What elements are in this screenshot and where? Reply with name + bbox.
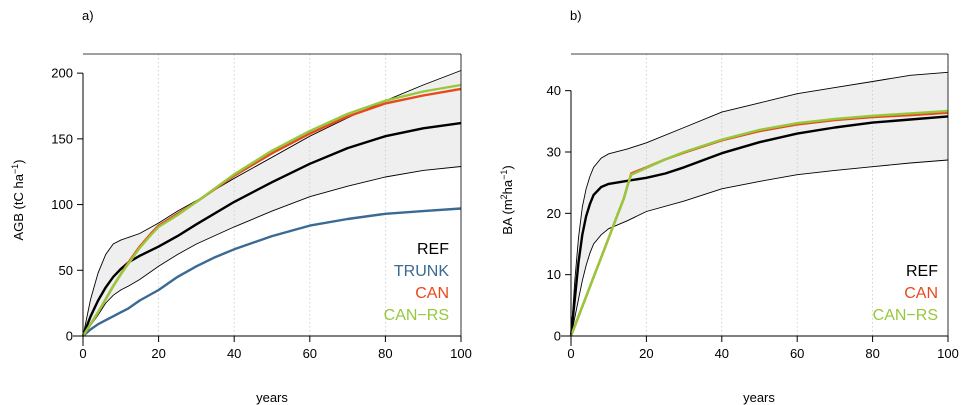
panel-a-y-tick-label-200: 200 [51,66,73,81]
panel-b-spread-band [571,72,948,337]
panel-a-y-tick-label-0: 0 [66,329,73,344]
panel-b-y-tick-label-10: 10 [547,267,561,282]
panel-a-x-tick-label-80: 80 [378,346,392,361]
panel-a-series-trunk [82,207,462,337]
panel-b-legend-canrs: CAN−RS [873,307,938,324]
panel-a-band-lower-line [82,166,462,337]
panel-b-x-tick-label-80: 80 [865,346,879,361]
panel-a-x-tick-label-0: 0 [79,346,86,361]
panel-b-series-canrs [569,109,949,337]
panel-b-x-tick-label-100: 100 [937,346,959,361]
panel-a-y-tick-label-150: 150 [51,131,73,146]
panel-a-legend-canrs: CAN−RS [384,307,449,324]
panel-a-x-tick-label-100: 100 [450,346,472,361]
panel-b-x-tick-label-20: 20 [639,346,653,361]
panel-b-legend-can: CAN [904,285,938,302]
panel-a-y-tick-label-50: 50 [59,263,73,278]
panel-a-x-axis-label: years [256,390,288,405]
panel-b-y-tick-label-30: 30 [547,145,561,160]
panel-a-legend-can: CAN [415,285,449,302]
panel-b-y-axis-label: BA (m2ha−1) [499,165,515,235]
panel-a-legend-trunk: TRUNK [394,263,449,280]
panel-b-y-tick-label-40: 40 [547,83,561,98]
panel-b-x-axis-label: years [743,390,775,405]
panel-a-x-tick-label-60: 60 [303,346,317,361]
panel-b-band-upper-line [570,71,949,337]
panel-a-x-tick-label-20: 20 [151,346,165,361]
panel-b-y-tick-label-0: 0 [554,329,561,344]
panel-a-series-ref [81,121,462,337]
panel-b-x-tick-label-60: 60 [790,346,804,361]
panel-b-chart: b) BA (m2ha−1) years 0 20 40 60 80 100 0 10 20 30… [499,8,959,405]
panel-b-legend-ref: REF [906,263,938,280]
panel-a-label: a) [82,8,94,23]
panel-b-label: b) [570,8,582,23]
panel-a-spread-band [83,70,461,336]
panel-a-chart: a) AGB (tC ha−1) years 0 20 40 60 80 100 0 50 10… [10,8,472,405]
panel-b-y-tick-label-20: 20 [547,206,561,221]
panel-b-x-tick-label-0: 0 [567,346,574,361]
panel-b-x-tick-label-40: 40 [715,346,729,361]
panel-a-x-tick-label-40: 40 [227,346,241,361]
panel-b-series-ref [569,115,949,337]
panel-a-y-tick-label-100: 100 [51,197,73,212]
panel-b-band-lower-line [570,159,949,337]
panel-a-legend-ref: REF [417,241,449,258]
panel-a-series-canrs [81,83,462,337]
panel-a-y-axis-label: AGB (tC ha−1) [10,159,26,240]
